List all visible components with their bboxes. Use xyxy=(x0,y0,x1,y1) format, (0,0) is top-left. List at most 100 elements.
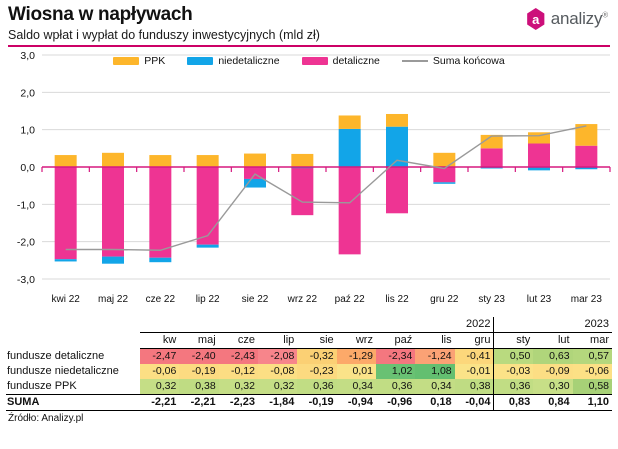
table-cell: 0,36 xyxy=(493,379,534,395)
table-cell: -0,41 xyxy=(454,348,494,364)
table-cell: 1,02 xyxy=(375,364,416,379)
table-cell: -0,01 xyxy=(454,364,494,379)
table-rowname-header xyxy=(6,333,140,349)
bar-segment-detaliczne xyxy=(433,167,456,183)
table-total-cell: -2,21 xyxy=(179,394,219,411)
table-column-header: cze xyxy=(218,332,258,349)
table-row: fundusze PPK 0,32 0,38 0,32 0,32 0,36 0,34 0,36… xyxy=(6,379,612,395)
legend-label: detaliczne xyxy=(332,55,380,67)
table-total-cell: -0,96 xyxy=(375,394,416,411)
source-note: Źródło: Analizy.pl xyxy=(8,413,84,424)
bar-segment-niedetaliczne xyxy=(433,182,456,184)
bar-segment-ppk xyxy=(338,115,361,129)
bar-segment-niedetaliczne xyxy=(149,257,172,263)
bar-segment-ppk xyxy=(528,132,550,144)
table-cell: -0,06 xyxy=(140,364,180,379)
logo-wordmark-text: analizy xyxy=(550,9,603,28)
table-cell: 0,58 xyxy=(572,379,612,395)
table-total-cell: 0,18 xyxy=(415,394,455,411)
bar-segment-ppk xyxy=(149,155,172,167)
table-header-row: kw maj cze lip sie wrz paź lis gru sty lut mar xyxy=(6,332,612,349)
table-year-label: 2023 xyxy=(493,317,612,333)
page-title: Wiosna w napływach xyxy=(8,4,193,25)
table-cell: 0,32 xyxy=(257,379,298,395)
x-axis-tick-label: lut 23 xyxy=(527,294,552,305)
table-cell: -0,12 xyxy=(218,364,258,379)
legend-swatch-icon xyxy=(301,57,328,65)
table-cell: -2,47 xyxy=(140,348,180,364)
table-column-header: mar xyxy=(572,332,612,349)
bar-segment-ppk xyxy=(244,153,266,167)
table-column-header: lut xyxy=(533,332,573,349)
legend-swatch-icon xyxy=(187,57,214,65)
logo-hexagon-icon: a xyxy=(527,8,545,30)
table-cell: -0,08 xyxy=(257,364,298,379)
chart-legend: PPK niedetaliczne detaliczne Suma końcowa xyxy=(0,55,618,67)
bar-segment-ppk xyxy=(102,152,124,167)
table-cell: 0,38 xyxy=(179,379,219,395)
chart-area: 3,0 2,0 1,0 0,0 -1,0 -2,0 -3,0 kwi 22 maj 22 cze … xyxy=(0,47,618,317)
table-cell: 1,08 xyxy=(415,364,455,379)
x-axis-tick-label: cze 22 xyxy=(146,294,176,305)
table-column-header: sie xyxy=(297,332,337,349)
table-cell: -2,40 xyxy=(179,348,219,364)
y-axis-tick-label: 1,0 xyxy=(20,125,35,137)
table-cell: 0,30 xyxy=(533,379,573,395)
legend-item-niedetaliczne[interactable]: niedetaliczne xyxy=(187,55,280,67)
table-cell: -2,43 xyxy=(218,348,258,364)
x-axis-tick-label: paź 22 xyxy=(335,294,365,305)
page-header: Wiosna w napływach Saldo wpłat i wypłat … xyxy=(0,0,618,47)
bar-segment-ppk xyxy=(433,152,456,167)
x-axis-tick-label: kwi 22 xyxy=(51,294,80,305)
x-axis-tick-label: sty 23 xyxy=(478,294,505,305)
legend-label: Suma końcowa xyxy=(432,55,505,67)
legend-item-detaliczne[interactable]: detaliczne xyxy=(301,55,380,67)
logo-wordmark: analizy® xyxy=(551,9,608,29)
table-cell: -0,19 xyxy=(179,364,219,379)
table-cell: 0,34 xyxy=(415,379,455,395)
y-axis-tick-label: -1,0 xyxy=(17,199,35,211)
bar-segment-ppk xyxy=(386,113,408,127)
bar-segment-niedetaliczne xyxy=(575,167,598,170)
bar-segment-niedetaliczne xyxy=(338,128,361,167)
x-axis-tick-label: maj 22 xyxy=(98,294,128,305)
table-cell: -2,08 xyxy=(257,348,298,364)
legend-swatch-icon xyxy=(113,57,140,65)
bar-segment-detaliczne xyxy=(528,143,550,167)
table-column-header: wrz xyxy=(336,332,376,349)
table-cell: 0,32 xyxy=(140,379,180,395)
page-subtitle: Saldo wpłat i wypłat do funduszy inwesty… xyxy=(8,28,320,42)
table-cell: -0,09 xyxy=(533,364,573,379)
chart-svg: 3,0 2,0 1,0 0,0 -1,0 -2,0 -3,0 kwi 22 maj 22 cze … xyxy=(17,50,611,305)
bar-segment-detaliczne xyxy=(102,167,124,257)
header-divider xyxy=(8,45,610,47)
data-table-wrap: 2022 2023 kw maj cze lip sie wrz paź lis gru sty lu… xyxy=(0,317,618,424)
table-cell: 0,63 xyxy=(533,348,573,364)
brand-logo: a analizy® xyxy=(526,8,608,30)
table-row-label: fundusze PPK xyxy=(7,380,77,392)
legend-item-suma-końcowa[interactable]: Suma końcowa xyxy=(401,55,505,67)
table-total-cell: -0,94 xyxy=(336,394,376,411)
bar-segment-detaliczne xyxy=(575,145,598,167)
legend-label: PPK xyxy=(144,55,166,67)
y-axis-tick-label: 3,0 xyxy=(20,50,35,62)
suma-koncowa-line xyxy=(65,125,587,251)
bar-segment-detaliczne xyxy=(244,167,266,179)
bar-segment-detaliczne xyxy=(196,167,219,245)
table-cell: -2,34 xyxy=(375,348,416,364)
table-cell: 0,38 xyxy=(454,379,494,395)
table-column-header: maj xyxy=(179,332,219,349)
table-total-cell: -1,84 xyxy=(257,394,298,411)
bar-segment-niedetaliczne xyxy=(54,259,77,262)
table-cell: 0,36 xyxy=(375,379,416,395)
table-cell: -0,32 xyxy=(297,348,337,364)
table-cell: 0,57 xyxy=(572,348,612,364)
bar-segment-ppk xyxy=(575,124,598,146)
table-total-cell: -2,23 xyxy=(218,394,258,411)
legend-item-ppk[interactable]: PPK xyxy=(113,55,165,67)
x-axis-tick-label: mar 23 xyxy=(571,294,603,305)
table-column-header: gru xyxy=(454,332,494,349)
table-total-cell: -0,04 xyxy=(454,394,494,411)
bar-segment-detaliczne xyxy=(386,167,408,214)
table-cell: 0,50 xyxy=(493,348,534,364)
